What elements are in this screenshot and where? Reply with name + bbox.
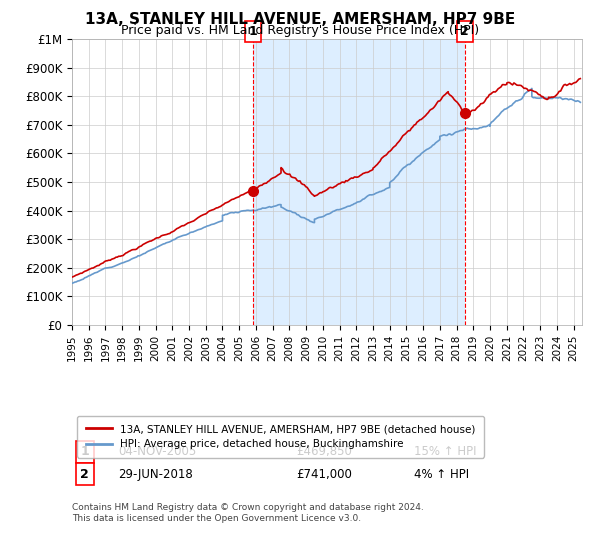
Text: 4% ↑ HPI: 4% ↑ HPI <box>414 468 469 480</box>
Text: 04-NOV-2005: 04-NOV-2005 <box>118 445 196 459</box>
Text: 2: 2 <box>460 25 469 38</box>
Text: 1: 1 <box>249 25 257 38</box>
Legend: 13A, STANLEY HILL AVENUE, AMERSHAM, HP7 9BE (detached house), HPI: Average price: 13A, STANLEY HILL AVENUE, AMERSHAM, HP7 … <box>77 416 484 458</box>
Text: 2: 2 <box>80 468 89 480</box>
Text: 15% ↑ HPI: 15% ↑ HPI <box>414 445 476 459</box>
Bar <box>253 39 465 325</box>
Text: 13A, STANLEY HILL AVENUE, AMERSHAM, HP7 9BE: 13A, STANLEY HILL AVENUE, AMERSHAM, HP7 … <box>85 12 515 27</box>
Text: 29-JUN-2018: 29-JUN-2018 <box>118 468 193 480</box>
Text: 1: 1 <box>80 445 89 459</box>
Text: £741,000: £741,000 <box>296 468 352 480</box>
Text: Price paid vs. HM Land Registry's House Price Index (HPI): Price paid vs. HM Land Registry's House … <box>121 24 479 37</box>
Text: £469,850: £469,850 <box>296 445 352 459</box>
Text: Contains HM Land Registry data © Crown copyright and database right 2024.
This d: Contains HM Land Registry data © Crown c… <box>72 503 424 522</box>
